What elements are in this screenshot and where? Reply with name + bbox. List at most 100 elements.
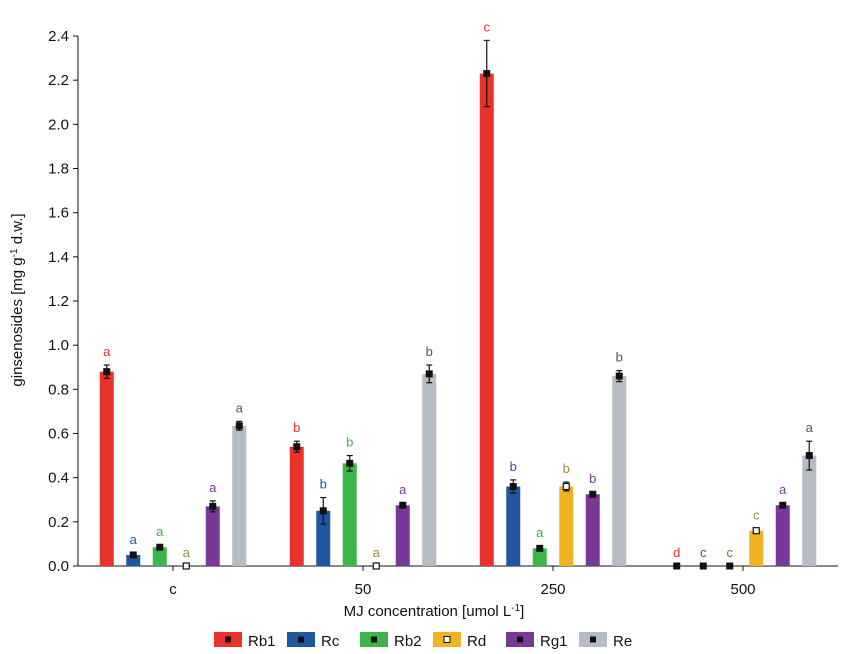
legend-label: Rg1 <box>540 633 568 650</box>
x-tick-label: c <box>169 581 177 598</box>
legend-label: Rc <box>321 633 340 650</box>
legend-item-rg1: Rg1 <box>506 632 568 650</box>
significance-letter: c <box>484 19 491 34</box>
legend-item-rd: Rd <box>433 632 486 650</box>
mean-marker <box>156 543 164 551</box>
significance-letters: a b c d a b b c a b a a a b c a a b a a b b a c <box>103 19 814 560</box>
markers <box>103 39 813 570</box>
legend-marker <box>371 636 377 643</box>
significance-letter: a <box>779 482 787 497</box>
x-tick-label: 50 <box>355 581 372 598</box>
significance-letter: b <box>346 435 353 450</box>
bar-rc <box>126 554 141 566</box>
legend-item-rb1: Rb1 <box>214 632 276 650</box>
bars <box>99 73 817 567</box>
legend-label: Re <box>613 633 632 650</box>
significance-letter: b <box>426 344 433 359</box>
y-tick-label: 0.2 <box>48 514 69 531</box>
y-axis-label: ginsenosides [mg g-1 d.w.] <box>9 213 27 386</box>
mean-marker <box>483 70 491 78</box>
significance-letter: a <box>536 525 544 540</box>
significance-letter: b <box>616 350 623 365</box>
legend-marker <box>225 636 231 643</box>
legend-label: Rb1 <box>248 633 276 650</box>
mean-marker <box>129 551 137 559</box>
mean-marker <box>209 502 217 510</box>
significance-letter: a <box>806 420 814 435</box>
significance-letter: b <box>320 477 327 492</box>
bar-re <box>232 425 247 566</box>
significance-letter: c <box>753 507 760 522</box>
mean-marker <box>805 452 813 460</box>
mean-marker <box>589 490 597 498</box>
mean-marker <box>536 544 544 552</box>
y-tick-label: 1.4 <box>48 249 69 266</box>
mean-marker <box>509 483 517 490</box>
significance-letter: a <box>209 480 217 495</box>
bar-rd <box>559 486 574 566</box>
legend-marker <box>590 636 596 643</box>
y-tick-label: 0.6 <box>48 426 69 443</box>
significance-letter: b <box>510 459 517 474</box>
significance-letter: b <box>589 471 596 486</box>
bar-rg1 <box>775 505 790 566</box>
bar-rb1 <box>289 446 304 566</box>
legend-marker <box>443 636 451 643</box>
significance-letter: c <box>700 545 707 560</box>
bar-rd <box>749 530 764 566</box>
mean-marker <box>293 443 301 451</box>
mean-marker <box>235 422 243 430</box>
significance-letter: a <box>183 545 191 560</box>
legend-marker <box>298 636 304 643</box>
y-tick-label: 2.0 <box>48 116 69 133</box>
bar-rg1 <box>395 505 410 566</box>
y-tick-label: 1.2 <box>48 293 69 310</box>
legend-item-re: Re <box>579 632 632 650</box>
legend: Rb1 Rc Rb2 Rd Rg1 Re <box>214 632 632 650</box>
bar-re <box>422 373 437 566</box>
mean-marker <box>319 507 327 515</box>
y-tick-label: 0.0 <box>48 558 69 575</box>
mean-marker <box>779 501 787 509</box>
legend-item-rb2: Rb2 <box>360 632 422 650</box>
y-tick-label: 2.4 <box>48 28 69 45</box>
mean-marker <box>562 482 570 491</box>
y-tick-label: 1.0 <box>48 337 69 354</box>
mean-marker <box>346 459 354 467</box>
mean-marker <box>726 562 734 570</box>
bar-re <box>612 376 627 566</box>
significance-letter: a <box>156 524 164 539</box>
x-tick-label: 500 <box>730 581 755 598</box>
mean-marker <box>103 368 111 376</box>
y-tick-label: 0.8 <box>48 381 69 398</box>
bar-rg1 <box>585 494 600 566</box>
mean-marker <box>699 562 707 570</box>
y-tick-label: 0.4 <box>48 470 69 487</box>
bar-rc <box>506 486 521 566</box>
bar-rb1 <box>479 73 494 567</box>
significance-letter: a <box>130 532 138 547</box>
mean-marker <box>752 527 760 535</box>
bar-rc <box>316 510 331 566</box>
legend-item-rc: Rc <box>287 632 340 650</box>
significance-letter: b <box>563 461 570 476</box>
legend-label: Rd <box>467 633 486 650</box>
significance-letter: a <box>236 400 244 415</box>
bar-re <box>802 455 817 566</box>
significance-letter: c <box>727 545 734 560</box>
bar-rb1 <box>99 371 114 566</box>
mean-marker <box>673 562 681 570</box>
significance-letter: a <box>399 482 407 497</box>
legend-marker <box>517 636 523 643</box>
y-tick-label: 1.8 <box>48 161 69 178</box>
mean-marker <box>399 501 407 509</box>
y-tick-label: 2.2 <box>48 72 69 89</box>
legend-label: Rb2 <box>394 633 422 650</box>
significance-letter: d <box>673 545 680 560</box>
x-axis-label: MJ concentration [umol L-1] <box>344 603 525 621</box>
bar-rg1 <box>205 506 220 566</box>
bar-rb2 <box>532 548 547 566</box>
x-tick-label: 250 <box>540 581 565 598</box>
bar-rb2 <box>342 463 357 566</box>
